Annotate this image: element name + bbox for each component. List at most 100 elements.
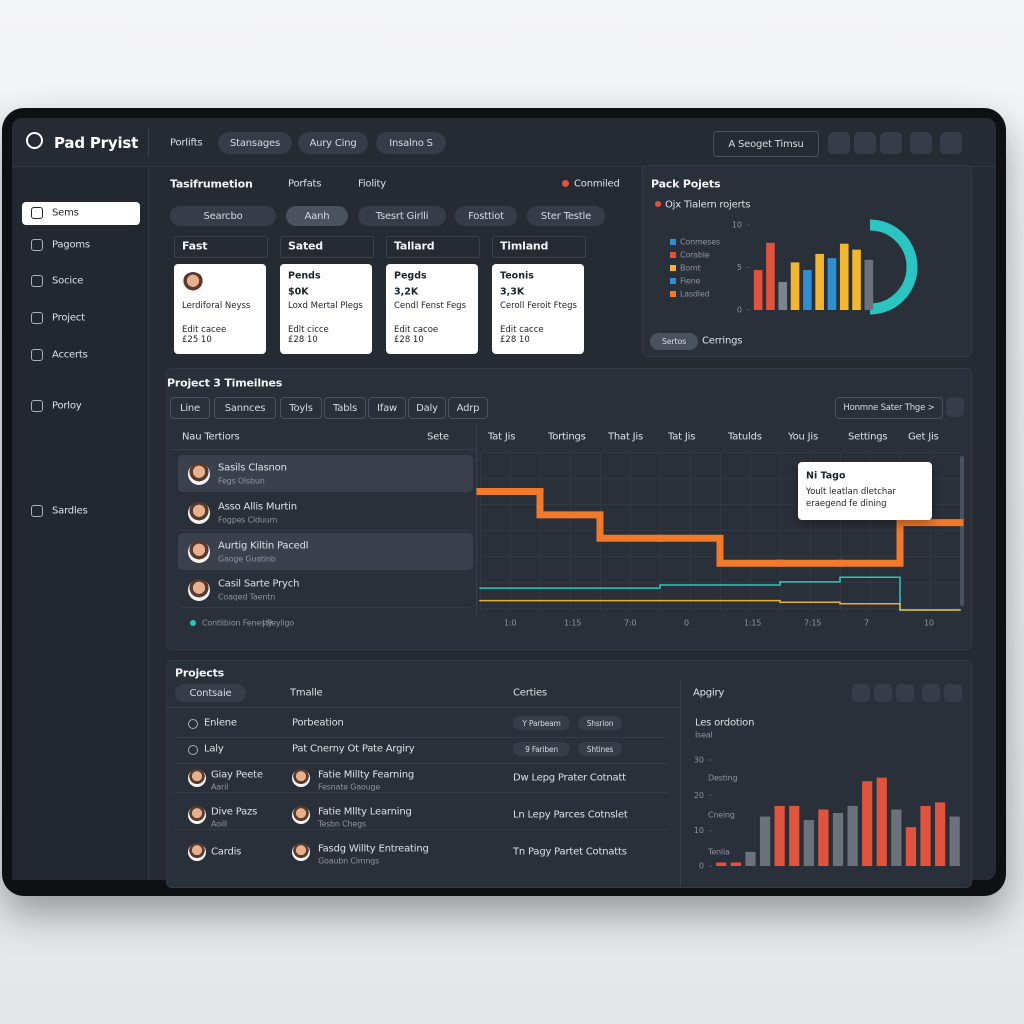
row-name[interactable]: Enlene <box>204 717 237 729</box>
row-dot <box>188 719 198 729</box>
icon-button[interactable] <box>854 132 876 154</box>
legend-swatch <box>670 265 676 271</box>
row-person-sub: Tesbn Chegs <box>318 819 366 829</box>
nav-tab[interactable]: Insalno S <box>376 132 446 154</box>
icon-button[interactable] <box>940 132 962 154</box>
sidebar-item[interactable]: Project <box>52 312 85 324</box>
column-header: Fast <box>182 239 208 253</box>
row-name[interactable]: Laly <box>204 743 224 755</box>
sidebar-icon <box>31 400 43 412</box>
icon-button[interactable] <box>874 684 892 702</box>
panel-divider <box>680 680 681 886</box>
person-row[interactable] <box>178 495 473 531</box>
range-button[interactable]: Honmne Sater Thge > <box>835 397 943 419</box>
filter-pill[interactable]: Contsaie <box>175 684 246 702</box>
tag: Shtines <box>578 742 622 756</box>
x-tick-label: 10 <box>924 618 934 628</box>
chart-tab[interactable]: Sertos <box>650 333 698 350</box>
sidebar-item[interactable]: Sardles <box>52 505 88 517</box>
sidebar-item[interactable]: Porloy <box>52 400 82 412</box>
icon-button[interactable] <box>946 397 964 417</box>
legend-dot <box>655 201 661 207</box>
sidebar-icon <box>31 312 43 324</box>
side-title: Les ordotion <box>695 717 755 729</box>
column-header: Get Jis <box>908 431 939 443</box>
tab[interactable]: Porfats <box>288 178 322 190</box>
gauge-arc <box>869 219 918 315</box>
legend-label: Corable <box>680 250 710 260</box>
person-row[interactable] <box>178 572 473 608</box>
list-header-bg <box>170 425 476 450</box>
list-sort[interactable]: Sete <box>427 431 449 443</box>
sidebar-item[interactable]: Sems <box>52 207 79 219</box>
avatar <box>182 272 204 294</box>
sidebar-item[interactable]: Pagoms <box>52 239 90 251</box>
bar <box>789 805 800 866</box>
divider <box>148 128 149 158</box>
row-person: Fasdg Willty Entreating <box>318 843 429 855</box>
filter-pill[interactable]: Searcbo <box>170 206 276 226</box>
filter-pill[interactable]: Fosttiot <box>455 206 517 226</box>
nav-tab[interactable]: Stansages <box>218 132 292 154</box>
tooltip-text: eraegend fe dining <box>806 499 887 509</box>
row-separator <box>175 792 668 793</box>
person-name: Sasils Clasnon <box>218 462 287 473</box>
x-tick-label: 7:0 <box>624 618 637 628</box>
chart-tab[interactable]: Cerrings <box>702 335 743 347</box>
sidebar-selected <box>22 202 140 225</box>
y-tick-label: 30 <box>694 756 704 765</box>
view-tab[interactable]: Line <box>170 397 210 419</box>
view-tab[interactable]: Ifaw <box>368 397 406 419</box>
icon-button[interactable] <box>944 684 962 702</box>
chart <box>476 487 964 611</box>
view-tab[interactable]: Daly <box>408 397 446 419</box>
row-person-sub: Goaubn Cimngs <box>318 856 380 866</box>
filter-pill[interactable]: Tsesrt Girlli <box>358 206 446 226</box>
filter-pill[interactable]: Aanh <box>286 206 348 226</box>
nav-link[interactable]: Porlifts <box>170 137 203 149</box>
column-header: Tat Jis <box>488 431 516 443</box>
view-tab[interactable]: Toyls <box>280 397 322 419</box>
row-name[interactable]: Cardis <box>211 846 242 858</box>
card[interactable] <box>492 264 584 354</box>
bar <box>790 262 800 310</box>
y-tick-label: 10 <box>694 826 704 835</box>
chart-subtitle: Ojx Tialern rojerts <box>665 199 751 211</box>
card[interactable] <box>280 264 372 354</box>
icon-button[interactable] <box>880 132 902 154</box>
list-divider <box>476 425 477 615</box>
person-sub: Coaqed Taentn <box>218 592 276 601</box>
icon-button[interactable] <box>852 684 870 702</box>
bar <box>803 820 814 866</box>
icon-button[interactable] <box>922 684 940 702</box>
icon-button[interactable] <box>828 132 850 154</box>
person-row[interactable] <box>178 533 473 570</box>
column-header-box <box>280 236 374 258</box>
row-name[interactable]: Dive Pazs <box>211 806 258 818</box>
tab[interactable]: Fiolity <box>358 178 386 190</box>
bar <box>745 851 756 866</box>
column-header: Apgiry <box>693 687 725 699</box>
icon-button[interactable] <box>896 684 914 702</box>
bar <box>949 816 960 866</box>
row-person: Fatie Millty Fearning <box>318 769 414 781</box>
sidebar-item[interactable]: Accerts <box>52 349 88 361</box>
avatar <box>188 769 206 787</box>
sidebar-item[interactable]: Socice <box>52 275 84 287</box>
bar <box>730 862 741 866</box>
list-header: Nau Tertiors <box>182 431 240 443</box>
nav-tab[interactable]: Aury Cing <box>298 132 368 154</box>
icon-button[interactable] <box>910 132 932 154</box>
view-tab[interactable]: Adrp <box>448 397 488 419</box>
person-row[interactable] <box>178 455 473 492</box>
y-tick-label: 20 <box>694 791 704 800</box>
side-label: Tenlia <box>708 847 730 857</box>
view-tab[interactable]: Sannces <box>214 397 276 419</box>
row-sub: Aaril <box>211 782 229 792</box>
view-tab[interactable]: Tabls <box>324 397 366 419</box>
card[interactable] <box>386 264 478 354</box>
row-status: Tn Pagy Partet Cotnatts <box>513 846 627 858</box>
row-name[interactable]: Giay Peete <box>211 769 263 781</box>
filter-pill[interactable]: Ster Testle <box>527 206 605 226</box>
search-box[interactable]: A Seoget Timsu <box>713 131 819 157</box>
